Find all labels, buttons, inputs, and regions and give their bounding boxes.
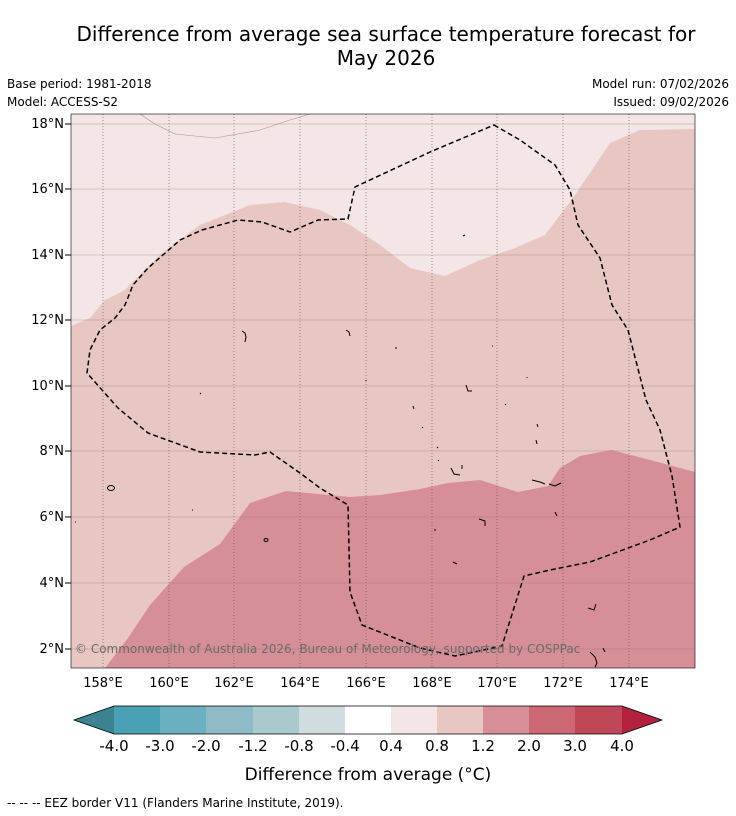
chart-title: Difference from average sea surface temp… xyxy=(0,22,736,70)
eez-border xyxy=(86,124,681,657)
colorbar-tick-label: 0.4 xyxy=(379,737,403,755)
lon-label-170e: 170°E xyxy=(477,676,517,691)
lon-label-172e: 172°E xyxy=(543,676,583,691)
colorbar-segment xyxy=(299,706,345,734)
colorbar-tick-label: -0.4 xyxy=(330,737,359,755)
colorbar-segment xyxy=(391,706,437,734)
lat-label-14n: 14°N xyxy=(31,248,64,263)
longitude-axis: 158°E 160°E 162°E 164°E 166°E 168°E 170°… xyxy=(83,676,649,691)
model-run-label: Model run: 07/02/2026 xyxy=(591,77,729,91)
colorbar-segment xyxy=(575,706,622,734)
colorbar-tick-label: -2.0 xyxy=(191,737,220,755)
colorbar-segment xyxy=(437,706,483,734)
colorbar-segment xyxy=(74,706,114,734)
colorbar-tick-label: 2.0 xyxy=(517,737,541,755)
lat-label-10n: 10°N xyxy=(31,379,64,394)
colorbar-ticks: -4.0 -3.0 -2.0 -1.2 -0.8 -0.4 0.4 0.8 1.… xyxy=(99,737,634,755)
title-line-1: Difference from average sea surface temp… xyxy=(76,22,696,46)
colorbar-segment xyxy=(206,706,253,734)
anomaly-band-1.2-2.0 xyxy=(105,450,695,668)
lat-label-18n: 18°N xyxy=(31,117,64,132)
copyright-watermark: © Commonwealth of Australia 2026, Bureau… xyxy=(75,642,580,656)
colorbar-segment xyxy=(483,706,529,734)
colorbar-segment xyxy=(622,706,662,734)
islands xyxy=(75,234,606,668)
colorbar-tick-label: 3.0 xyxy=(563,737,587,755)
lat-label-16n: 16°N xyxy=(31,182,64,197)
lon-label-174e: 174°E xyxy=(609,676,649,691)
lat-label-2n: 2°N xyxy=(40,642,65,657)
meta-left: Base period: 1981-2018 Model: ACCESS-S2 xyxy=(7,75,152,111)
latitude-axis: 18°N 16°N 14°N 12°N 10°N 8°N 6°N 4°N 2°N xyxy=(31,117,71,657)
colorbar-tick-label: 0.8 xyxy=(425,737,449,755)
latitude-lines xyxy=(71,123,695,650)
colorbar-outline xyxy=(72,705,664,735)
colorbar-segment xyxy=(529,706,575,734)
lat-label-4n: 4°N xyxy=(40,576,65,591)
lon-label-166e: 166°E xyxy=(346,676,386,691)
lat-label-8n: 8°N xyxy=(40,444,65,459)
lon-label-160e: 160°E xyxy=(149,676,189,691)
lon-label-164e: 164°E xyxy=(280,676,320,691)
lat-label-6n: 6°N xyxy=(40,510,65,525)
colorbar-tick-label: -3.0 xyxy=(145,737,174,755)
colorbar-tick-label: -4.0 xyxy=(99,737,128,755)
title-line-2: May 2026 xyxy=(336,46,436,70)
map-frame xyxy=(70,113,696,669)
base-period-label: Base period: 1981-2018 xyxy=(7,77,152,91)
colorbar-segment xyxy=(253,706,299,734)
lon-label-162e: 162°E xyxy=(214,676,254,691)
issued-label: Issued: 09/02/2026 xyxy=(613,95,729,109)
lon-label-168e: 168°E xyxy=(412,676,452,691)
colorbar-label: Difference from average (°C) xyxy=(245,765,492,785)
colorbar xyxy=(72,705,664,735)
colorbar-segment xyxy=(160,706,206,734)
colorbar-segment xyxy=(345,706,391,734)
lon-label-158e: 158°E xyxy=(83,676,123,691)
eez-footnote: -- -- -- EEZ border V11 (Flanders Marine… xyxy=(7,796,344,810)
colorbar-tick-label: -1.2 xyxy=(238,737,267,755)
colorbar-segment xyxy=(114,706,160,734)
meta-right: Model run: 07/02/2026 Issued: 09/02/2026 xyxy=(592,75,729,111)
colorbar-tick-label: 4.0 xyxy=(610,737,634,755)
colorbar-tick-label: 1.2 xyxy=(471,737,495,755)
anomaly-field xyxy=(71,114,695,668)
lat-label-12n: 12°N xyxy=(31,313,64,328)
model-label: Model: ACCESS-S2 xyxy=(7,95,119,109)
colorbar-tick-label: -0.8 xyxy=(284,737,313,755)
